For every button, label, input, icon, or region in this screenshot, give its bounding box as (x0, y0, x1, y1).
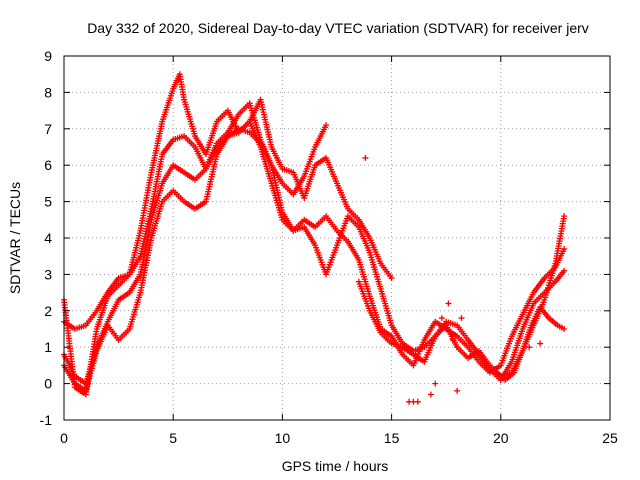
y-tick-label: 6 (44, 157, 52, 173)
data-point (526, 344, 533, 351)
y-tick-label: 5 (44, 194, 52, 210)
y-tick-label: 4 (44, 230, 52, 246)
x-tick-label: 10 (275, 430, 291, 446)
series-track-6 (493, 304, 568, 383)
x-tick-label: 15 (384, 430, 400, 446)
axis-ticks: 0 5 10 15 20 25 -1 0 1 2 3 4 5 6 7 8 9 (40, 48, 618, 446)
data-points (61, 71, 568, 405)
data-point (449, 336, 456, 343)
y-axis-label: SDTVAR / TECUs (7, 182, 23, 294)
y-tick-label: 1 (44, 339, 52, 355)
y-tick-label: 8 (44, 84, 52, 100)
data-point (458, 315, 465, 322)
data-point (454, 387, 461, 394)
y-tick-label: 9 (44, 48, 52, 64)
data-point (427, 391, 434, 398)
y-tick-label: -1 (40, 412, 53, 428)
chart-title: Day 332 of 2020, Sidereal Day-to-day VTE… (87, 20, 589, 36)
data-point (432, 380, 439, 387)
x-axis-label: GPS time / hours (282, 458, 389, 474)
data-point (561, 326, 568, 332)
y-tick-label: 2 (44, 303, 52, 319)
x-tick-label: 5 (169, 430, 177, 446)
x-tick-label: 25 (602, 430, 618, 446)
series-track-1 (61, 71, 395, 398)
x-tick-label: 0 (60, 430, 68, 446)
x-tick-label: 20 (493, 430, 509, 446)
data-point (561, 267, 568, 274)
data-point (414, 398, 421, 405)
series-track-5 (355, 213, 568, 380)
data-point (362, 154, 369, 161)
y-tick-label: 7 (44, 121, 52, 137)
y-tick-label: 0 (44, 376, 52, 392)
data-point (323, 122, 330, 129)
data-point (561, 245, 568, 252)
data-point (388, 275, 395, 282)
gridlines (64, 56, 610, 420)
data-point (371, 264, 378, 271)
series-track-4 (61, 118, 568, 394)
data-point (445, 300, 452, 307)
data-point (561, 213, 568, 220)
data-point (438, 315, 445, 322)
data-point (537, 340, 544, 347)
y-tick-label: 3 (44, 266, 52, 282)
series-scatter-outliers (362, 154, 544, 405)
